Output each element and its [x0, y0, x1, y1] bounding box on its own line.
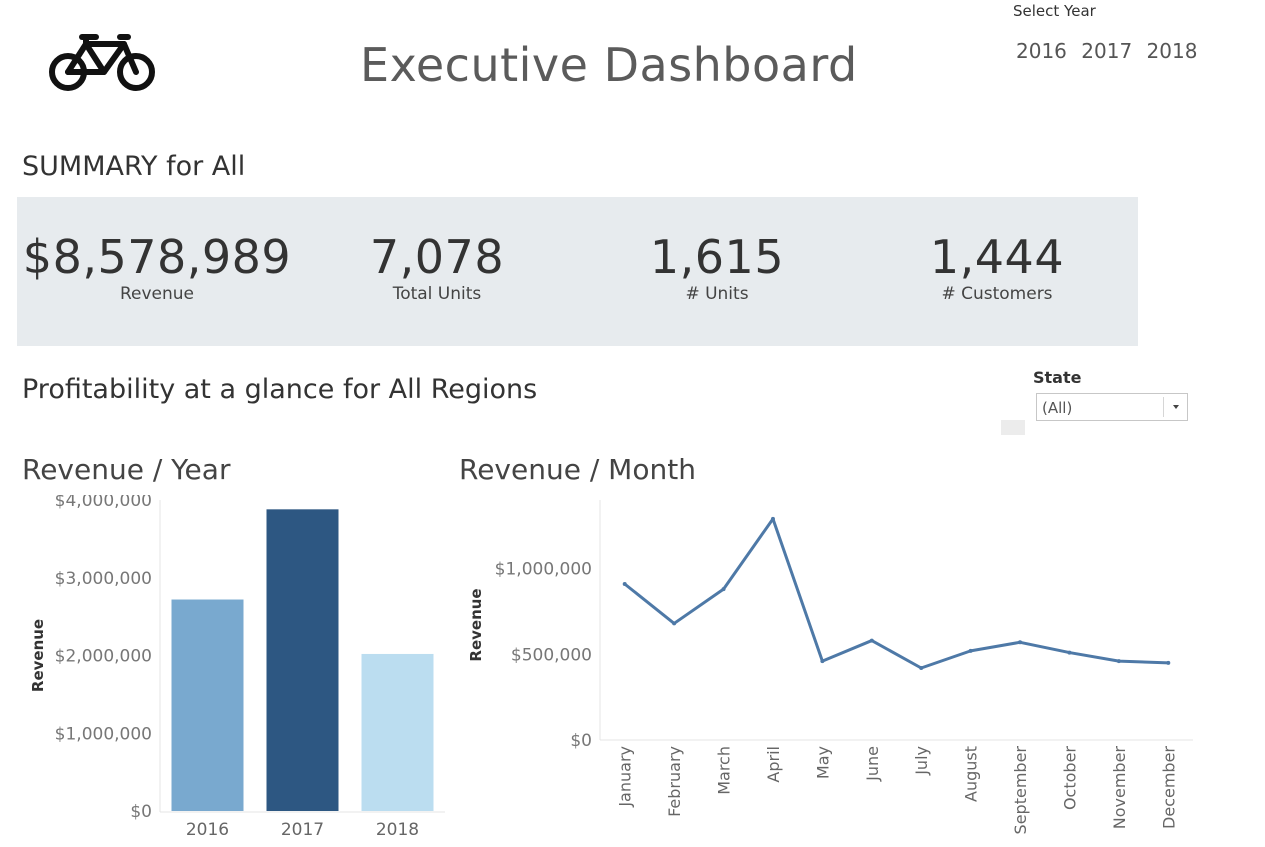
kpi-label: # Units	[685, 283, 749, 304]
kpi-revenue: $8,578,989 Revenue	[17, 231, 297, 304]
profitability-heading: Profitability at a glance for All Region…	[22, 374, 538, 405]
point-september	[1018, 640, 1023, 645]
year-filter-label: Select Year	[1013, 2, 1096, 20]
point-august	[968, 648, 973, 653]
point-july	[919, 666, 924, 670]
y-tick-label: $1,000,000	[55, 724, 152, 744]
y-tick-label: $1,000,000	[495, 560, 592, 580]
kpi-total-units: 7,078 Total Units	[297, 231, 577, 304]
revenue-month-title: Revenue / Month	[459, 453, 696, 486]
revenue-month-line-chart: $0 $500,000 $1,000,000 Revenue January Februa…	[467, 500, 1193, 835]
x-tick-label: July	[912, 746, 931, 776]
filter-placeholder-swatch	[1001, 420, 1025, 435]
year-option-2017[interactable]: 2017	[1081, 39, 1133, 63]
revenue-line	[623, 517, 1169, 670]
kpi-customers: 1,444 # Customers	[857, 231, 1137, 304]
y-tick-label: $500,000	[511, 645, 592, 665]
x-tick-label: December	[1159, 746, 1178, 829]
point-may	[820, 659, 825, 664]
y-tick-label: $2,000,000	[55, 647, 152, 667]
kpi-units: 1,615 # Units	[577, 231, 857, 304]
y-tick-label: $0	[130, 802, 152, 822]
revenue-year-title: Revenue / Year	[22, 453, 231, 486]
x-tick-label: 2018	[376, 820, 419, 840]
kpi-label: Total Units	[392, 283, 482, 304]
x-tick-label: January	[616, 746, 635, 808]
point-november	[1116, 659, 1121, 664]
summary-panel: $8,578,989 Revenue 7,078 Total Units 1,6…	[17, 197, 1138, 346]
bar-2017	[266, 509, 339, 811]
chevron-down-icon	[1173, 405, 1179, 409]
x-tick-label: 2017	[281, 820, 324, 840]
point-december	[1166, 660, 1171, 665]
kpi-value: 1,444	[929, 230, 1065, 284]
bar-2018	[361, 653, 434, 811]
kpi-value: $8,578,989	[22, 230, 292, 284]
x-tick-label: June	[863, 746, 882, 782]
state-filter-label: State	[1033, 368, 1082, 387]
y-tick-label: $0	[570, 731, 592, 751]
y-tick-label: $4,000,000	[55, 495, 152, 511]
summary-heading: SUMMARY for All	[22, 151, 246, 182]
kpi-label: Revenue	[119, 283, 195, 304]
kpi-value: 7,078	[369, 230, 505, 284]
x-tick-label: February	[665, 746, 684, 817]
x-tick-label: March	[715, 746, 734, 795]
year-option-2018[interactable]: 2018	[1146, 39, 1198, 63]
point-february	[672, 621, 677, 626]
bicycle-icon	[46, 30, 158, 94]
year-option-2016[interactable]: 2016	[1016, 39, 1067, 63]
y-axis-title: Revenue	[467, 588, 485, 661]
x-tick-label: 2016	[186, 820, 229, 840]
point-october	[1067, 650, 1072, 655]
point-april	[770, 516, 775, 521]
kpi-value: 1,615	[649, 230, 785, 284]
x-tick-label: September	[1011, 746, 1030, 835]
point-june	[869, 638, 874, 643]
y-tick-label: $3,000,000	[55, 569, 152, 589]
state-filter-value: (All)	[1042, 399, 1073, 417]
kpi-label: # Customers	[941, 283, 1053, 304]
year-filter-options: 2016 2017 2018	[1016, 39, 1205, 63]
y-axis-title: Revenue	[29, 619, 47, 692]
dropdown-divider	[1163, 397, 1164, 417]
point-january	[622, 582, 627, 586]
bar-2016	[171, 599, 244, 811]
point-march	[721, 587, 726, 592]
x-tick-label: October	[1060, 746, 1079, 810]
x-tick-label: August	[962, 746, 981, 802]
revenue-year-bar-chart: $0 $1,000,000 $2,000,000 $3,000,000 $4,000,0…	[29, 495, 445, 840]
x-tick-label: April	[764, 746, 783, 783]
dashboard-title: Executive Dashboard	[360, 38, 858, 92]
x-tick-label: May	[813, 746, 832, 779]
state-filter-dropdown[interactable]: (All)	[1036, 393, 1188, 421]
x-tick-label: November	[1110, 746, 1129, 830]
